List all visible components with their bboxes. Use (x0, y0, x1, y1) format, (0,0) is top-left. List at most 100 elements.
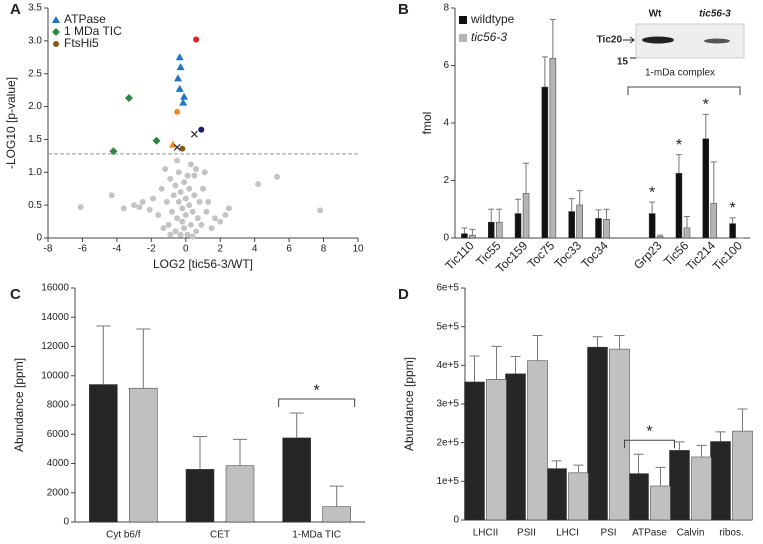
inset-column: Wt (649, 9, 662, 20)
marker-circle (193, 166, 200, 172)
error-bar (715, 431, 726, 442)
bar (656, 236, 664, 239)
error-bar (532, 335, 543, 361)
y-tick-label: 1.5 (28, 134, 42, 145)
error-bar (329, 485, 344, 507)
error-bar (674, 441, 685, 451)
marker-circle (172, 182, 179, 189)
error-bar (510, 355, 521, 374)
marker-circle (120, 205, 127, 212)
complex-bracket (627, 86, 741, 95)
significance-mark: * (646, 423, 652, 440)
bar (185, 469, 215, 523)
error-bar (633, 453, 644, 474)
x-tick-label: CET (210, 530, 230, 541)
x-tick-label: LHCI (556, 528, 579, 539)
bar (568, 472, 589, 521)
marker-circle (179, 218, 186, 225)
bar (487, 221, 495, 239)
bar (628, 473, 649, 521)
marker-circle (317, 207, 324, 214)
x-tick-label: PSI (600, 528, 616, 539)
bar (732, 430, 753, 521)
marker-circle (186, 185, 193, 192)
marker-circle (187, 161, 194, 168)
marker-circle (189, 208, 196, 215)
marker-circle (177, 189, 184, 195)
bar (546, 468, 567, 521)
marker-diamond (152, 136, 161, 145)
marker-circle (191, 192, 198, 199)
x-tick-label: 0 (183, 244, 189, 255)
bar (691, 456, 712, 521)
error-bar (696, 444, 707, 457)
x-tick-label: LHCII (473, 528, 499, 539)
marker-circle (108, 192, 115, 199)
bar (675, 173, 683, 239)
y-tick-label: 2.5 (28, 68, 42, 79)
error-bar (702, 113, 709, 139)
marker-circle (225, 205, 232, 212)
significance-mark: * (649, 184, 655, 201)
error-bar (729, 217, 736, 224)
y-tick-label: 0 (443, 233, 449, 244)
marker-diamond (124, 94, 133, 103)
bar (710, 441, 731, 521)
error-bar (233, 438, 247, 466)
y-tick-label: 2.0 (28, 101, 42, 112)
marker-diamond (52, 28, 60, 36)
y-tick-label: 6e+5 (436, 283, 459, 294)
error-bar (136, 328, 151, 389)
x-tick-label: 10 (352, 244, 364, 255)
bar (514, 213, 522, 239)
marker-circle (222, 212, 229, 218)
inset-caption: 1-mDa complex (645, 68, 715, 79)
error-bar (496, 208, 503, 223)
y-tick-label: 12000 (41, 341, 69, 352)
x-tick-label: Toc75 (525, 238, 558, 271)
marker-circle (167, 175, 174, 182)
marker-circle (165, 221, 172, 228)
error-bar (461, 227, 468, 234)
marker-circle (174, 108, 181, 115)
error-bar (649, 201, 656, 214)
marker-circle (150, 195, 157, 202)
y-tick-label: 8 (443, 3, 449, 14)
y-tick-label: 4000 (47, 458, 70, 469)
x-tick-label: 2 (217, 244, 223, 255)
y-tick-label: 0 (453, 515, 459, 526)
legend-label: tic56-3 (471, 30, 507, 44)
x-tick-label: 6 (286, 244, 292, 255)
error-bar (683, 215, 690, 228)
x-tick-label: PSII (517, 528, 536, 539)
blot-band (704, 38, 730, 44)
marker-circle (203, 208, 210, 215)
marker-circle (196, 198, 203, 205)
marker-circle (205, 198, 212, 205)
marker-circle (212, 215, 219, 222)
marker-circle (175, 198, 182, 205)
y-tick-label: 3e+5 (436, 399, 459, 410)
marker-circle (193, 36, 200, 43)
inset-size-marker: 15 (617, 57, 629, 68)
marker-circle (136, 204, 143, 211)
error-bar (568, 198, 575, 212)
error-bar (515, 198, 522, 214)
y-tick-label: 0 (36, 233, 42, 244)
marker-circle (53, 41, 59, 47)
error-bar (576, 190, 583, 205)
x-tick-label: Toc33 (551, 238, 584, 271)
legend-label: ATPase (64, 12, 106, 26)
marker-circle (189, 233, 196, 240)
bar (89, 384, 118, 523)
error-bar (710, 161, 717, 204)
error-bar (193, 435, 207, 470)
bar (541, 86, 549, 239)
error-bar (675, 154, 682, 174)
error-bar (657, 234, 664, 237)
bar (587, 346, 608, 521)
marker-circle (208, 225, 215, 232)
marker-circle (131, 202, 138, 209)
legend-swatch (459, 16, 467, 24)
